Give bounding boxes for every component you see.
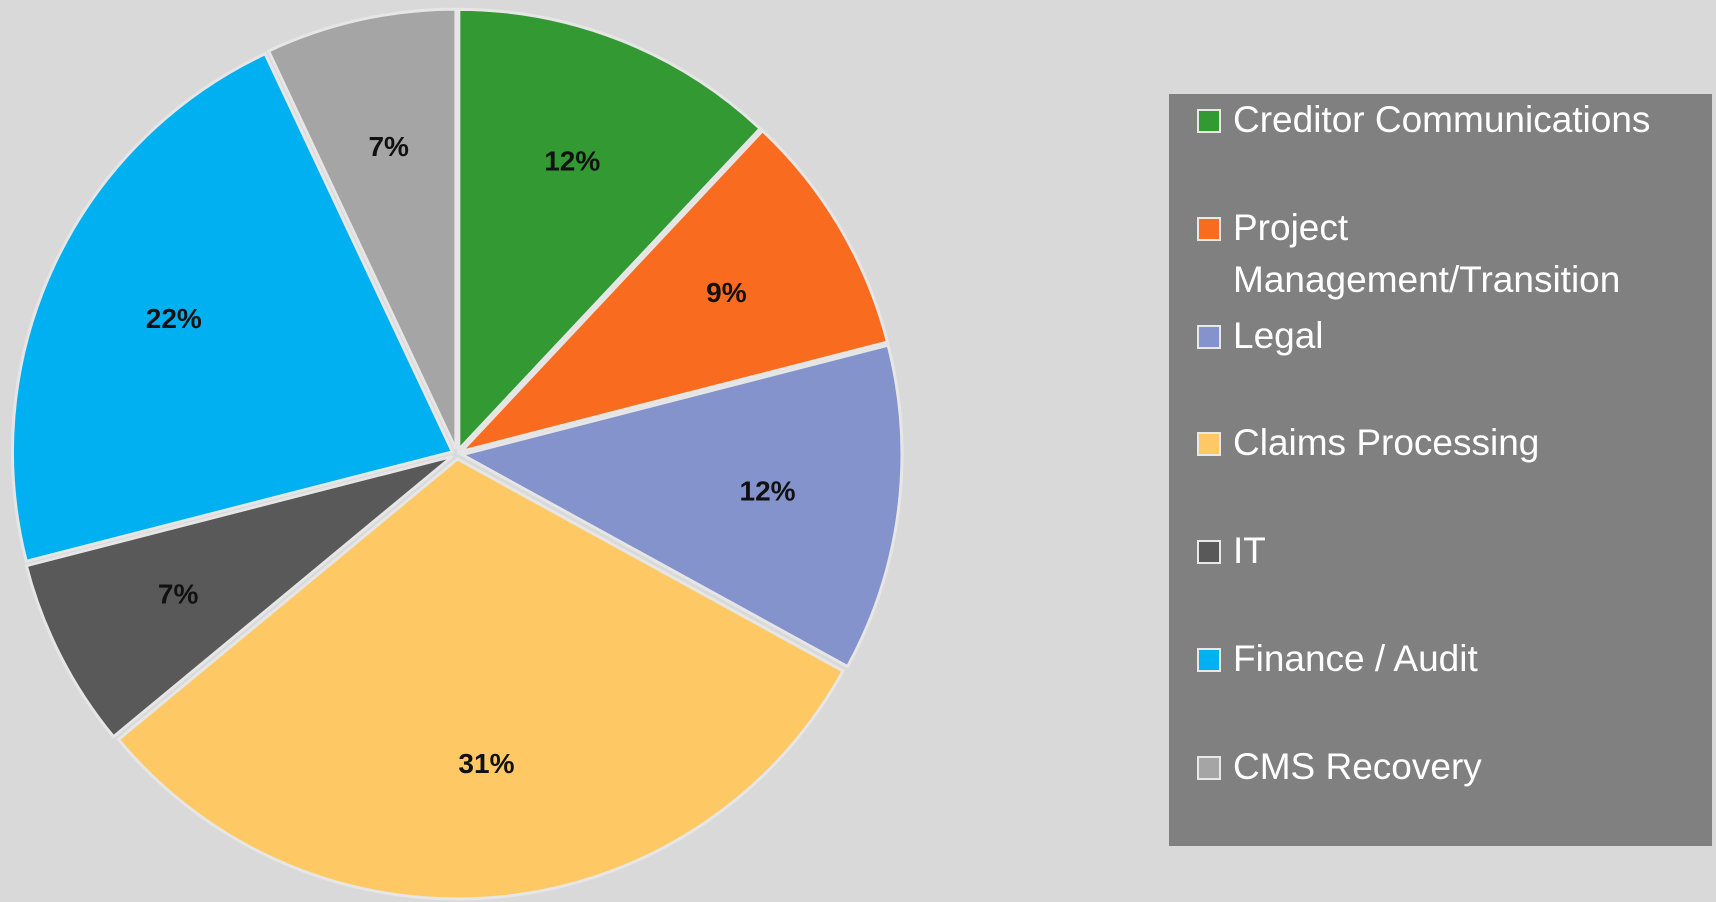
- pie-slice: [457, 7, 763, 454]
- data-label: 7%: [158, 578, 199, 609]
- legend-label: Finance / Audit: [1233, 638, 1478, 679]
- legend-swatch: [1197, 109, 1221, 133]
- legend-swatch: [1197, 216, 1221, 241]
- legend-label: Claims Processing: [1233, 422, 1540, 464]
- legend-item: Creditor Communications: [1197, 94, 1697, 146]
- pie-chart: 12% 9% 12% 31% 7% 22% 7%: [11, 7, 904, 901]
- legend-label: CMS Recovery: [1233, 745, 1482, 787]
- legend-label: Legal: [1233, 314, 1324, 356]
- data-label: 12%: [544, 145, 600, 176]
- legend-swatch: [1197, 540, 1221, 565]
- pie-slice: [456, 128, 890, 455]
- data-label: 7%: [368, 131, 409, 162]
- legend-label: Project Management/Transition: [1233, 206, 1621, 300]
- pie-slice: [457, 343, 904, 669]
- legend-swatch: [1197, 648, 1221, 672]
- legend-item: Legal: [1197, 310, 1697, 362]
- legend-item: Project Management/Transition: [1197, 202, 1697, 306]
- legend-swatch: [1197, 432, 1221, 457]
- legend-label: IT: [1233, 530, 1266, 572]
- data-label: 31%: [458, 748, 514, 779]
- legend-label: Creditor Communications: [1233, 99, 1651, 140]
- legend-item: Claims Processing: [1197, 417, 1697, 469]
- data-label: 9%: [706, 277, 747, 308]
- legend-item: Finance / Audit: [1197, 633, 1697, 685]
- pie-slice: [266, 7, 458, 450]
- legend-item: IT: [1197, 525, 1697, 577]
- data-label: 12%: [740, 476, 796, 507]
- pie-slice: [11, 51, 455, 564]
- pie-slice: [24, 454, 454, 739]
- legend-swatch: [1197, 324, 1221, 349]
- data-label: 22%: [146, 303, 202, 334]
- legend-swatch: [1197, 755, 1221, 780]
- pie-slice: [116, 457, 846, 901]
- legend-item: CMS Recovery: [1197, 741, 1697, 793]
- legend: Creditor Communications Project Managemen…: [1169, 94, 1712, 846]
